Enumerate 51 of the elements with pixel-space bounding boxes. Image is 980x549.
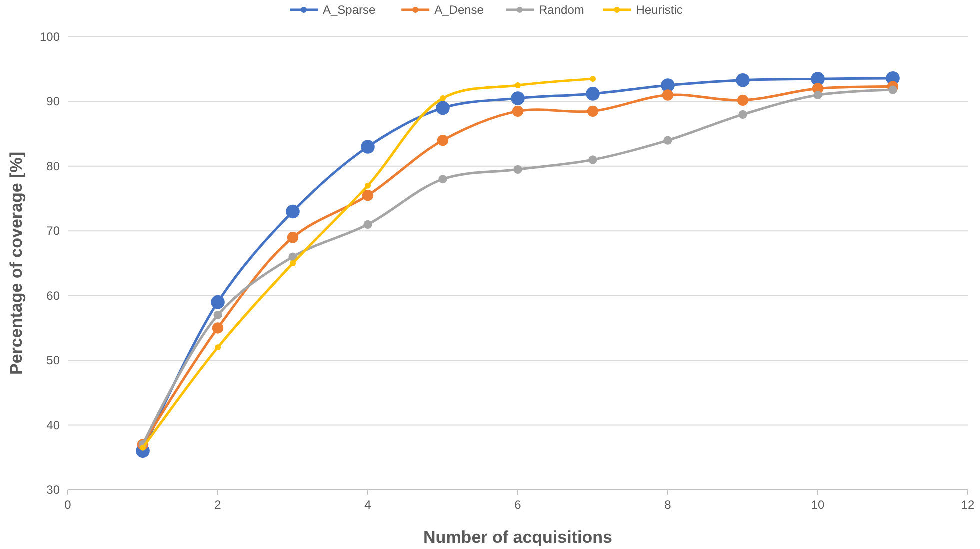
point xyxy=(361,140,375,154)
point xyxy=(512,106,524,118)
point xyxy=(214,310,222,320)
point xyxy=(212,322,224,334)
point xyxy=(215,344,221,351)
y-tick-label: 30 xyxy=(46,483,60,497)
x-axis-title: Number of acquisitions xyxy=(424,528,612,547)
point xyxy=(365,182,371,189)
point xyxy=(590,76,596,82)
legend-label: Heuristic xyxy=(636,3,683,17)
x-tick-label: 4 xyxy=(364,498,372,512)
y-tick-label: 100 xyxy=(40,30,60,44)
y-tick-label: 60 xyxy=(46,288,60,303)
point xyxy=(738,110,748,119)
point xyxy=(438,175,448,184)
x-tick-label: 2 xyxy=(214,498,222,512)
y-axis-title: Percentage of coverage [%] xyxy=(7,152,26,375)
legend-label: A_Sparse xyxy=(323,3,376,17)
y-tick-label: 90 xyxy=(46,94,60,109)
point xyxy=(888,86,898,94)
point xyxy=(588,156,598,164)
point xyxy=(440,95,446,102)
y-tick-label: 40 xyxy=(46,418,60,432)
point xyxy=(736,73,750,88)
point xyxy=(814,90,822,100)
point xyxy=(586,87,600,101)
point xyxy=(664,136,672,145)
point xyxy=(511,92,525,106)
y-tick-label: 80 xyxy=(46,159,60,174)
point xyxy=(364,220,372,229)
point xyxy=(515,82,521,89)
point xyxy=(587,106,599,118)
point xyxy=(286,204,300,219)
point xyxy=(287,232,299,244)
x-tick-label: 0 xyxy=(64,498,72,512)
x-tick-label: 12 xyxy=(961,498,975,512)
y-tick-label: 70 xyxy=(46,224,60,238)
y-tick-label: 50 xyxy=(46,354,60,368)
point xyxy=(211,295,225,310)
point xyxy=(662,90,674,101)
point xyxy=(737,94,749,106)
legend-label: A_Dense xyxy=(434,3,484,17)
point xyxy=(437,134,449,146)
legend-label: Random xyxy=(539,3,584,17)
x-tick-label: 6 xyxy=(514,498,522,512)
x-tick-label: 10 xyxy=(811,498,825,512)
point xyxy=(436,101,450,116)
x-tick-label: 8 xyxy=(664,498,672,512)
point xyxy=(290,260,296,266)
point xyxy=(362,190,374,202)
point xyxy=(514,165,522,174)
